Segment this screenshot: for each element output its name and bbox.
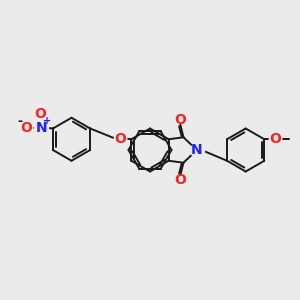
Text: O: O: [174, 113, 186, 127]
Text: +: +: [43, 116, 51, 127]
Text: O: O: [115, 132, 126, 146]
Text: N: N: [191, 143, 202, 157]
Text: O: O: [20, 121, 32, 135]
Text: -: -: [17, 115, 22, 128]
Text: N: N: [35, 121, 47, 135]
Text: O: O: [34, 107, 46, 122]
Text: O: O: [174, 173, 186, 187]
Text: O: O: [269, 132, 281, 146]
